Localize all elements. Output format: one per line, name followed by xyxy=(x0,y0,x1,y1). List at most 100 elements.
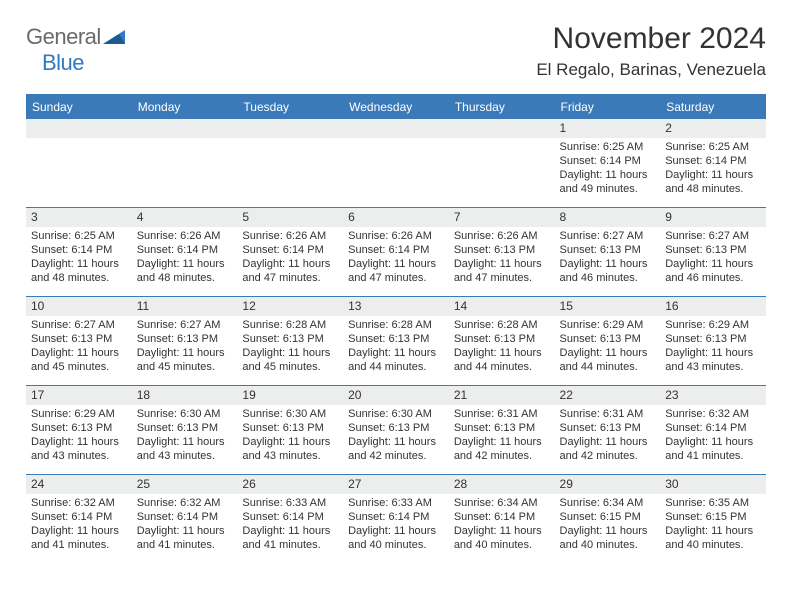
day-number-empty xyxy=(237,119,343,138)
day-number: 21 xyxy=(449,386,555,405)
day-details: Sunrise: 6:27 AMSunset: 6:13 PMDaylight:… xyxy=(26,316,132,377)
title-month: November 2024 xyxy=(536,22,766,56)
day-number: 28 xyxy=(449,475,555,494)
day-details: Sunrise: 6:30 AMSunset: 6:13 PMDaylight:… xyxy=(237,405,343,466)
week-row: 17Sunrise: 6:29 AMSunset: 6:13 PMDayligh… xyxy=(26,385,766,474)
dow-thursday: Thursday xyxy=(449,96,555,119)
day-number: 16 xyxy=(660,297,766,316)
day-number: 26 xyxy=(237,475,343,494)
dow-monday: Monday xyxy=(132,96,238,119)
day-details: Sunrise: 6:31 AMSunset: 6:13 PMDaylight:… xyxy=(555,405,661,466)
day-details: Sunrise: 6:31 AMSunset: 6:13 PMDaylight:… xyxy=(449,405,555,466)
day-number: 18 xyxy=(132,386,238,405)
day-number: 11 xyxy=(132,297,238,316)
week-row: 24Sunrise: 6:32 AMSunset: 6:14 PMDayligh… xyxy=(26,474,766,563)
day-number: 19 xyxy=(237,386,343,405)
day-cell: 13Sunrise: 6:28 AMSunset: 6:13 PMDayligh… xyxy=(343,297,449,385)
day-cell: 25Sunrise: 6:32 AMSunset: 6:14 PMDayligh… xyxy=(132,475,238,563)
dow-friday: Friday xyxy=(555,96,661,119)
day-cell-empty xyxy=(132,119,238,207)
logo-text: General Blue xyxy=(26,24,125,76)
dow-row: SundayMondayTuesdayWednesdayThursdayFrid… xyxy=(26,96,766,119)
day-details: Sunrise: 6:29 AMSunset: 6:13 PMDaylight:… xyxy=(555,316,661,377)
day-details: Sunrise: 6:34 AMSunset: 6:14 PMDaylight:… xyxy=(449,494,555,555)
day-number: 20 xyxy=(343,386,449,405)
day-number: 22 xyxy=(555,386,661,405)
day-cell: 24Sunrise: 6:32 AMSunset: 6:14 PMDayligh… xyxy=(26,475,132,563)
day-cell: 15Sunrise: 6:29 AMSunset: 6:13 PMDayligh… xyxy=(555,297,661,385)
day-details: Sunrise: 6:32 AMSunset: 6:14 PMDaylight:… xyxy=(660,405,766,466)
day-details: Sunrise: 6:26 AMSunset: 6:13 PMDaylight:… xyxy=(449,227,555,288)
day-cell: 5Sunrise: 6:26 AMSunset: 6:14 PMDaylight… xyxy=(237,208,343,296)
logo-word-1: General xyxy=(26,24,101,49)
day-details: Sunrise: 6:27 AMSunset: 6:13 PMDaylight:… xyxy=(555,227,661,288)
weeks-container: 1Sunrise: 6:25 AMSunset: 6:14 PMDaylight… xyxy=(26,119,766,563)
day-cell: 20Sunrise: 6:30 AMSunset: 6:13 PMDayligh… xyxy=(343,386,449,474)
day-details: Sunrise: 6:26 AMSunset: 6:14 PMDaylight:… xyxy=(132,227,238,288)
day-number: 4 xyxy=(132,208,238,227)
day-number: 12 xyxy=(237,297,343,316)
day-details: Sunrise: 6:28 AMSunset: 6:13 PMDaylight:… xyxy=(237,316,343,377)
day-cell: 8Sunrise: 6:27 AMSunset: 6:13 PMDaylight… xyxy=(555,208,661,296)
day-number: 14 xyxy=(449,297,555,316)
logo-word-2: Blue xyxy=(42,50,84,75)
day-number: 8 xyxy=(555,208,661,227)
week-row: 10Sunrise: 6:27 AMSunset: 6:13 PMDayligh… xyxy=(26,296,766,385)
day-cell: 16Sunrise: 6:29 AMSunset: 6:13 PMDayligh… xyxy=(660,297,766,385)
logo-triangle-icon xyxy=(103,30,125,44)
day-cell-empty xyxy=(449,119,555,207)
day-cell-empty xyxy=(26,119,132,207)
day-cell: 2Sunrise: 6:25 AMSunset: 6:14 PMDaylight… xyxy=(660,119,766,207)
day-details: Sunrise: 6:25 AMSunset: 6:14 PMDaylight:… xyxy=(660,138,766,199)
calendar: SundayMondayTuesdayWednesdayThursdayFrid… xyxy=(26,94,766,563)
day-cell: 6Sunrise: 6:26 AMSunset: 6:14 PMDaylight… xyxy=(343,208,449,296)
day-details: Sunrise: 6:28 AMSunset: 6:13 PMDaylight:… xyxy=(449,316,555,377)
day-number: 27 xyxy=(343,475,449,494)
day-details: Sunrise: 6:32 AMSunset: 6:14 PMDaylight:… xyxy=(132,494,238,555)
day-number-empty xyxy=(343,119,449,138)
day-number: 2 xyxy=(660,119,766,138)
day-number-empty xyxy=(26,119,132,138)
day-details: Sunrise: 6:29 AMSunset: 6:13 PMDaylight:… xyxy=(26,405,132,466)
day-cell: 28Sunrise: 6:34 AMSunset: 6:14 PMDayligh… xyxy=(449,475,555,563)
day-details: Sunrise: 6:30 AMSunset: 6:13 PMDaylight:… xyxy=(132,405,238,466)
day-cell: 27Sunrise: 6:33 AMSunset: 6:14 PMDayligh… xyxy=(343,475,449,563)
day-cell-empty xyxy=(343,119,449,207)
day-number: 9 xyxy=(660,208,766,227)
day-number: 15 xyxy=(555,297,661,316)
day-details: Sunrise: 6:34 AMSunset: 6:15 PMDaylight:… xyxy=(555,494,661,555)
day-details: Sunrise: 6:35 AMSunset: 6:15 PMDaylight:… xyxy=(660,494,766,555)
day-cell: 10Sunrise: 6:27 AMSunset: 6:13 PMDayligh… xyxy=(26,297,132,385)
day-number: 23 xyxy=(660,386,766,405)
title-block: November 2024 El Regalo, Barinas, Venezu… xyxy=(536,22,766,80)
day-number: 7 xyxy=(449,208,555,227)
day-cell: 12Sunrise: 6:28 AMSunset: 6:13 PMDayligh… xyxy=(237,297,343,385)
day-cell: 17Sunrise: 6:29 AMSunset: 6:13 PMDayligh… xyxy=(26,386,132,474)
day-details: Sunrise: 6:27 AMSunset: 6:13 PMDaylight:… xyxy=(660,227,766,288)
day-number: 24 xyxy=(26,475,132,494)
day-details: Sunrise: 6:32 AMSunset: 6:14 PMDaylight:… xyxy=(26,494,132,555)
day-cell-empty xyxy=(237,119,343,207)
day-details: Sunrise: 6:28 AMSunset: 6:13 PMDaylight:… xyxy=(343,316,449,377)
day-details: Sunrise: 6:27 AMSunset: 6:13 PMDaylight:… xyxy=(132,316,238,377)
day-number: 3 xyxy=(26,208,132,227)
day-cell: 23Sunrise: 6:32 AMSunset: 6:14 PMDayligh… xyxy=(660,386,766,474)
day-details: Sunrise: 6:30 AMSunset: 6:13 PMDaylight:… xyxy=(343,405,449,466)
day-number: 13 xyxy=(343,297,449,316)
day-number: 6 xyxy=(343,208,449,227)
dow-sunday: Sunday xyxy=(26,96,132,119)
day-details: Sunrise: 6:26 AMSunset: 6:14 PMDaylight:… xyxy=(343,227,449,288)
day-cell: 26Sunrise: 6:33 AMSunset: 6:14 PMDayligh… xyxy=(237,475,343,563)
day-cell: 14Sunrise: 6:28 AMSunset: 6:13 PMDayligh… xyxy=(449,297,555,385)
day-number: 10 xyxy=(26,297,132,316)
day-number-empty xyxy=(449,119,555,138)
day-cell: 7Sunrise: 6:26 AMSunset: 6:13 PMDaylight… xyxy=(449,208,555,296)
day-details: Sunrise: 6:33 AMSunset: 6:14 PMDaylight:… xyxy=(343,494,449,555)
week-row: 3Sunrise: 6:25 AMSunset: 6:14 PMDaylight… xyxy=(26,207,766,296)
calendar-page: General Blue November 2024 El Regalo, Ba… xyxy=(0,0,792,612)
day-number: 25 xyxy=(132,475,238,494)
day-cell: 3Sunrise: 6:25 AMSunset: 6:14 PMDaylight… xyxy=(26,208,132,296)
day-details: Sunrise: 6:26 AMSunset: 6:14 PMDaylight:… xyxy=(237,227,343,288)
week-row: 1Sunrise: 6:25 AMSunset: 6:14 PMDaylight… xyxy=(26,119,766,207)
day-number: 30 xyxy=(660,475,766,494)
